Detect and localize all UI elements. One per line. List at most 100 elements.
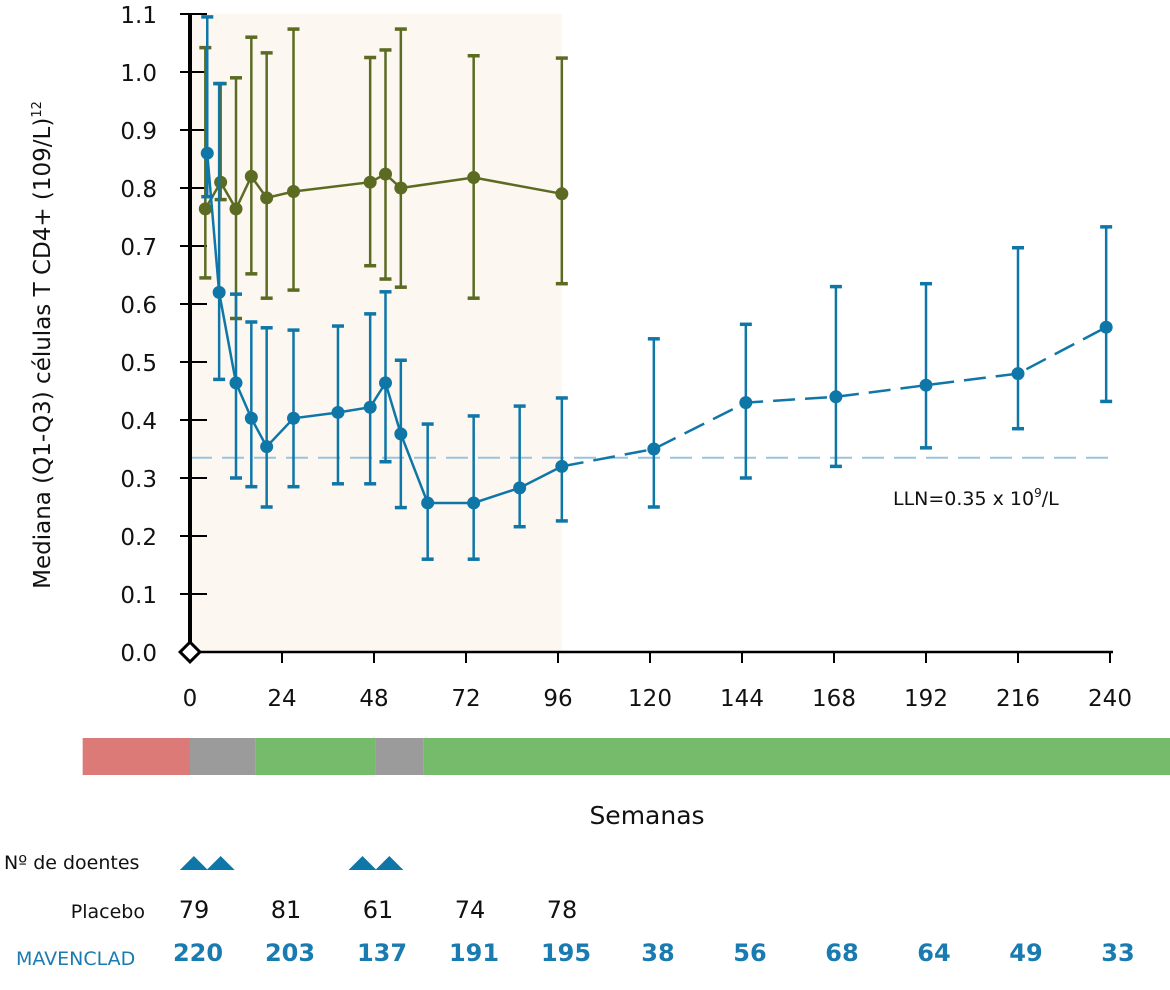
mavenclad-error-bar [647, 337, 660, 509]
placebo-data-point [244, 169, 258, 183]
placebo-data-point [260, 191, 274, 205]
y-tick-label: 0.6 [120, 293, 157, 319]
placebo-data-point [214, 175, 228, 189]
mavenclad-error-bar [920, 281, 932, 450]
mavenclad-error-bar [213, 81, 226, 382]
placebo-data-point [363, 175, 377, 189]
placebo-error-bar [245, 35, 258, 276]
y-tick-label: 0.5 [120, 351, 157, 377]
mavenclad-error-bar [1100, 225, 1113, 404]
lln-label: LLN=0.35 x 109/L [893, 486, 1059, 510]
lln-label-sup: 9 [1034, 486, 1042, 500]
placebo-row-label: Placebo [71, 901, 145, 923]
placebo-error-bar [260, 51, 273, 300]
mavenclad-error-bar [287, 328, 300, 489]
x-tick-label: 216 [996, 686, 1040, 712]
y-axis-label: Mediana (Q1-Q3) células T CD4+ (109/L)12 [30, 101, 56, 589]
dosing-marker-icon [179, 856, 208, 870]
placebo-data-point [555, 187, 569, 201]
mavenclad-error-bar [829, 284, 842, 469]
y-axis-label-text: Mediana (Q1-Q3) células T CD4+ (109/L) [30, 118, 56, 589]
mavenclad-error-bar [467, 414, 480, 561]
mavenclad-count: 33 [1101, 939, 1134, 967]
mavenclad-count: 191 [449, 939, 499, 967]
treatment-timeline-segment [190, 738, 256, 775]
mavenclad-error-bar [555, 396, 568, 523]
x-tick-label: 48 [359, 686, 388, 712]
mavenclad-data-point [421, 496, 435, 510]
treatment-period-shading [190, 14, 562, 652]
placebo-error-bar [379, 48, 392, 281]
treatment-timeline-segment [375, 738, 424, 775]
lln-label-tail: /L [1042, 488, 1059, 510]
placebo-count: 74 [455, 896, 486, 924]
mavenclad-error-bar [331, 324, 344, 486]
y-tick-label: 0.2 [120, 525, 157, 551]
x-tick-label: 24 [267, 686, 296, 712]
treatment-timeline-segment [255, 738, 376, 775]
dosing-marker-icon [206, 856, 235, 870]
y-tick-label: 0.9 [120, 119, 157, 145]
placebo-data-point [229, 202, 243, 216]
y-axis-label-sup: 12 [30, 101, 45, 118]
mavenclad-count: 137 [357, 939, 407, 967]
y-tick-label: 1.0 [120, 61, 157, 87]
origin-diamond-icon [177, 639, 203, 665]
mavenclad-error-bar [1012, 245, 1024, 431]
placebo-error-bar [199, 45, 212, 280]
placebo-data-point [198, 202, 212, 216]
mavenclad-data-point [379, 376, 392, 390]
y-tick-label: 1.1 [120, 3, 157, 29]
mavenclad-count: 64 [917, 939, 950, 967]
placebo-data-point [394, 181, 408, 195]
mavenclad-error-bar [513, 404, 526, 529]
placebo-data-point [287, 184, 300, 198]
mavenclad-data-point [647, 442, 661, 456]
placebo-count: 61 [363, 896, 394, 924]
mavenclad-data-point [394, 427, 408, 441]
lln-label-text: LLN=0.35 x 10 [893, 488, 1034, 510]
x-tick-label: 96 [543, 686, 572, 712]
mavenclad-data-point [1099, 320, 1113, 334]
mavenclad-count: 38 [641, 939, 674, 967]
mavenclad-data-point [200, 146, 214, 160]
y-tick-label: 0.4 [120, 409, 157, 435]
mavenclad-count: 220 [173, 939, 223, 967]
mavenclad-data-point [229, 376, 243, 390]
mavenclad-count: 56 [733, 939, 766, 967]
mavenclad-data-point [212, 285, 226, 299]
treatment-timeline-segment [423, 738, 1170, 775]
mavenclad-data-point [363, 400, 377, 414]
y-tick-label: 0.3 [120, 467, 157, 493]
placebo-count: 79 [179, 896, 210, 924]
mavenclad-data-point [739, 396, 753, 410]
mavenclad-data-point [1011, 367, 1025, 381]
mavenclad-data-point [555, 459, 569, 473]
treatment-timeline-segment [82, 738, 190, 775]
mavenclad-count: 195 [541, 939, 591, 967]
mavenclad-error-bar [421, 422, 434, 561]
mavenclad-error-bar [364, 312, 377, 486]
x-tick-label: 144 [720, 686, 764, 712]
mavenclad-count: 203 [265, 939, 315, 967]
y-tick-label: 0.8 [120, 177, 157, 203]
mavenclad-count: 49 [1009, 939, 1042, 967]
x-tick-label: 120 [628, 686, 672, 712]
mavenclad-data-point [331, 405, 345, 419]
placebo-error-bar [287, 27, 300, 292]
mavenclad-data-point [513, 481, 527, 495]
mavenclad-data-point [260, 440, 274, 454]
placebo-error-bar [394, 27, 407, 289]
placebo-count: 78 [547, 896, 578, 924]
x-tick-label: 168 [812, 686, 856, 712]
x-axis-label: Semanas [589, 801, 704, 830]
y-tick-label: 0.0 [120, 641, 157, 667]
x-tick-label: 192 [904, 686, 948, 712]
placebo-error-bar [364, 55, 377, 268]
placebo-data-point [467, 171, 481, 185]
placebo-count: 81 [271, 896, 302, 924]
mavenclad-data-point [467, 496, 481, 510]
mavenclad-count: 68 [825, 939, 858, 967]
mavenclad-error-bar [245, 320, 258, 489]
